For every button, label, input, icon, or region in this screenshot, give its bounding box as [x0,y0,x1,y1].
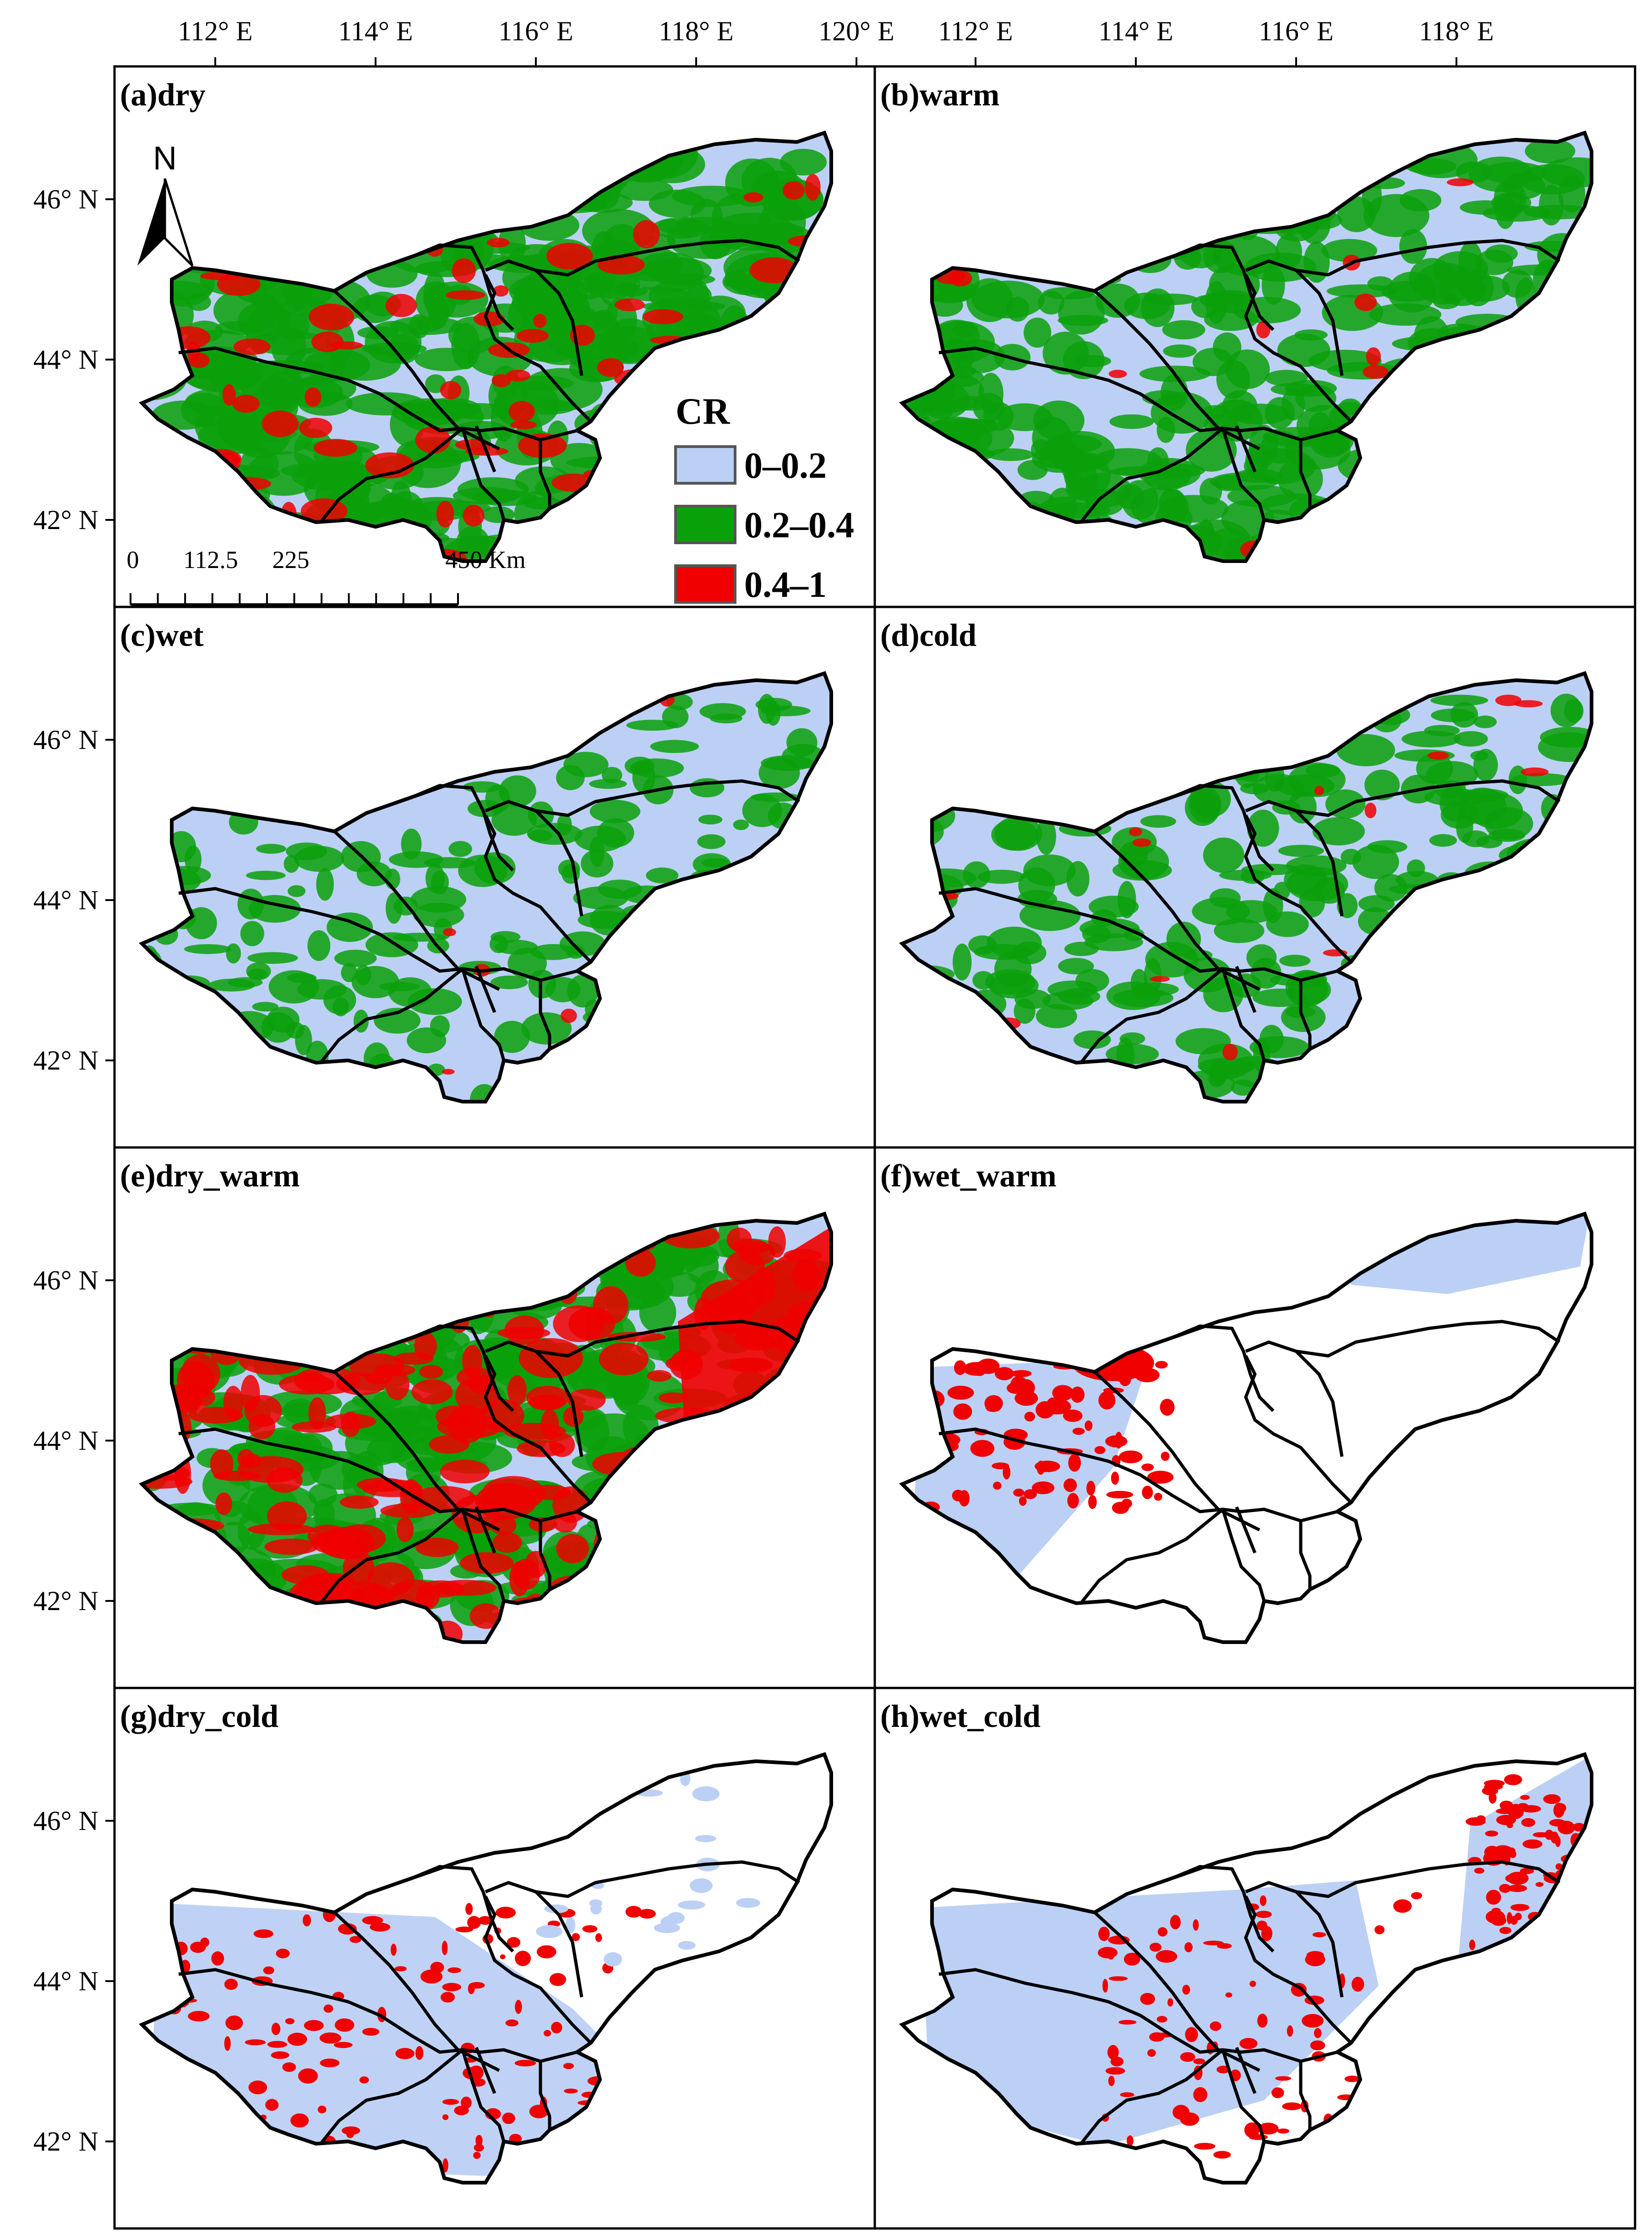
panel-f: (f)wet_warm [880,1158,1592,1642]
latitude-label: 46° N [33,1265,98,1295]
panel-label-g: (g)dry_cold [120,1699,278,1734]
latitude-label: 46° N [33,184,98,214]
panel-h: (h)wet_cold [880,1699,1597,2183]
legend-swatch [674,564,736,604]
panel-label-a: (a)dry [120,77,206,113]
panel-a: (a)dry [120,77,852,579]
legend: CR 0–0.2 0.2–0.4 0.4–1 [674,390,854,605]
panel-label-h: (h)wet_cold [880,1699,1041,1734]
latitude-label: 44° N [33,885,98,915]
cr-pattern-b [902,136,1592,561]
panel-c: (c)wet [120,618,843,1116]
latitude-label: 42° N [33,1045,98,1076]
north-arrow-label: N [153,140,177,177]
longitude-label: 118° E [1419,16,1494,46]
latitude-label: 42° N [33,1586,98,1616]
latitude-label: 42° N [33,505,98,535]
latitude-label: 46° N [33,1806,98,1836]
longitude-label: 116° E [498,16,573,46]
latitude-label: 44° N [33,1966,98,1996]
latitude-label: 46° N [33,725,98,755]
legend-label: 0.2–0.4 [744,505,854,546]
latitude-label: 42° N [33,2126,98,2157]
longitude-label: 118° E [659,16,733,46]
legend-label: 0–0.2 [744,446,827,486]
cr-pattern-a [142,133,831,561]
scale-label: 0 [127,546,139,573]
longitude-label: 112° E [938,16,1013,46]
longitude-label: 120° E [818,16,894,46]
longitude-label: 112° E [178,16,252,46]
longitude-label: 114° E [338,16,413,46]
panel-label-f: (f)wet_warm [880,1158,1057,1194]
north-arrow-icon: N [137,140,194,267]
panel-label-c: (c)wet [120,618,204,653]
legend-title: CR [676,390,730,432]
scale-label: 112.5 [183,546,238,573]
latitude-label: 44° N [33,344,98,375]
latitude-label: 44° N [33,1425,98,1456]
panel-g: (g)dry_cold [120,1699,831,2183]
scale-bar: 0 112.5 225 450 Km [127,546,526,606]
region-fill-c [142,673,831,1102]
scale-label: 450 Km [445,546,526,573]
panel-label-b: (b)warm [880,77,999,113]
longitude-label: 116° E [1259,16,1333,46]
legend-label: 0.4–1 [744,565,827,605]
scale-label: 225 [273,546,310,573]
panel-e: (e)dry_warm [120,1158,859,1661]
longitude-label: 114° E [1098,16,1173,46]
legend-swatch [674,445,736,485]
region-fill-d [902,673,1592,1102]
panel-b: (b)warm [880,77,1614,581]
panel-label-e: (e)dry_warm [120,1158,300,1194]
panel-d: (d)cold [880,618,1599,1118]
legend-swatch [674,505,736,544]
panel-frame [113,65,1636,2230]
panel-label-d: (d)cold [880,618,976,653]
